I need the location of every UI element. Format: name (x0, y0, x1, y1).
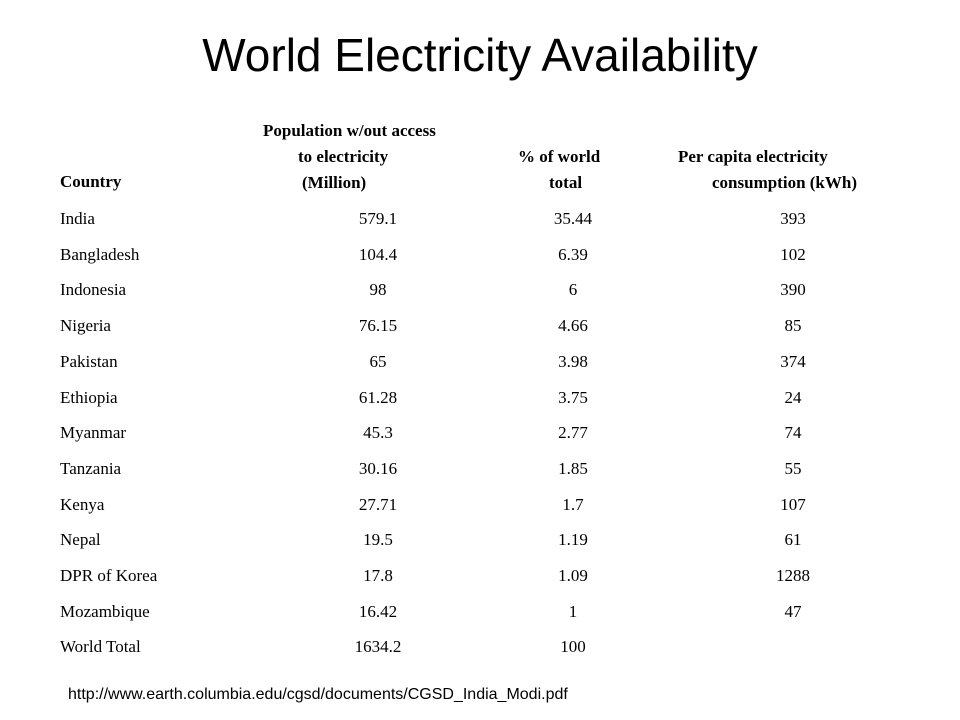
cell-population: 16.42 (358, 602, 398, 621)
cell-consumption: 102 (780, 245, 806, 264)
cell-population: 76.15 (358, 316, 398, 335)
cell-percent: 1 (568, 602, 578, 621)
cell-consumption: 390 (780, 280, 806, 299)
cell-percent: 3.98 (558, 352, 588, 371)
cell-percent: 100 (560, 637, 586, 656)
header-country: Country (60, 172, 122, 191)
cell-population: 98 (369, 280, 387, 299)
header-population-line2: to electricity (298, 147, 389, 166)
cell-percent: 4.66 (558, 316, 588, 335)
cell-percent: 3.75 (558, 388, 588, 407)
cell-population: 1634.2 (354, 637, 402, 656)
cell-percent: 2.77 (558, 423, 588, 442)
cell-population: 104.4 (358, 245, 398, 264)
cell-consumption: 107 (780, 495, 806, 514)
cell-percent: 6.39 (558, 245, 588, 264)
cell-country: Nigeria (60, 316, 111, 335)
header-population-line1: Population w/out access (263, 121, 436, 140)
cell-consumption: 374 (780, 352, 806, 371)
cell-country: Ethiopia (60, 388, 118, 407)
source-link[interactable]: http://www.earth.columbia.edu/cgsd/docum… (68, 686, 568, 703)
cell-country: Nepal (60, 530, 101, 549)
cell-consumption: 61 (784, 530, 802, 549)
cell-country: Mozambique (60, 602, 150, 621)
cell-percent: 35.44 (553, 209, 593, 228)
cell-country: Pakistan (60, 352, 118, 371)
header-percent-line2: total (549, 173, 583, 192)
header-consumption-line2: consumption (kWh) (712, 173, 858, 192)
cell-population: 45.3 (363, 423, 393, 442)
cell-percent: 1.85 (558, 459, 588, 478)
cell-country: Myanmar (60, 423, 127, 442)
cell-population: 579.1 (358, 209, 398, 228)
cell-consumption: 24 (784, 388, 802, 407)
cell-consumption: 85 (784, 316, 802, 335)
cell-population: 65 (369, 352, 387, 371)
cell-population: 17.8 (363, 566, 393, 585)
cell-country: Tanzania (60, 459, 122, 478)
cell-population: 30.16 (358, 459, 398, 478)
cell-country: World Total (60, 637, 141, 656)
cell-percent: 1.19 (558, 530, 588, 549)
cell-percent: 1.7 (562, 495, 584, 514)
slide-title: World Electricity Availability (202, 29, 758, 81)
cell-consumption: 55 (784, 459, 802, 478)
cell-country: Kenya (60, 495, 105, 514)
cell-consumption: 393 (780, 209, 806, 228)
cell-consumption: 47 (784, 602, 802, 621)
header-percent-line1: % of world (518, 147, 601, 166)
cell-consumption: 1288 (776, 566, 810, 585)
cell-country: Indonesia (60, 280, 127, 299)
cell-country: DPR of Korea (60, 566, 158, 585)
header-population-line3: (Million) (302, 173, 367, 192)
cell-consumption: 74 (784, 423, 802, 442)
cell-population: 19.5 (363, 530, 393, 549)
header-consumption-line1: Per capita electricity (678, 147, 828, 166)
cell-country: India (60, 209, 95, 228)
cell-country: Bangladesh (60, 245, 140, 264)
cell-percent: 6 (568, 280, 578, 299)
cell-percent: 1.09 (558, 566, 588, 585)
cell-population: 27.71 (358, 495, 398, 514)
cell-population: 61.28 (358, 388, 398, 407)
